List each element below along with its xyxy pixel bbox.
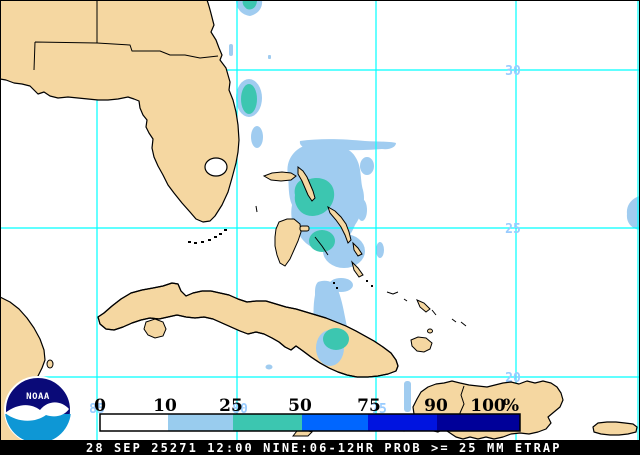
legend-band-25-50 [233,414,302,431]
turks-caicos-islands [451,318,467,327]
precip-blob [251,126,263,148]
legend-tick: 90 [424,396,448,416]
precip-speck [268,55,271,59]
exuma-cays [314,236,329,256]
lat-label-30: 30 [505,64,521,79]
ragged-island-cay [333,282,335,284]
legend-band-90-100 [437,414,520,431]
little-inagua-island [427,328,433,334]
precip-overlay-teal [323,328,349,350]
precip-probability-map: 30 25 20 85 80 75 70 [0,0,640,441]
legend-tick: 10 [153,396,177,416]
mayaguana-island [386,291,437,316]
state-border-al-fl [33,41,98,71]
precip-blob [360,157,374,175]
legend-tick: 0 [94,396,106,416]
legend-tick-labels: 0 10 25 50 75 90 100 % [94,396,519,416]
precip-core [241,84,257,114]
bimini-islands [255,205,258,213]
noaa-logo-gull-icon [5,402,69,421]
precip-blob [376,242,384,258]
florida-keys [188,229,227,244]
precip-overlay-cuba [97,282,399,378]
noaa-logo-text: NOAA [26,392,50,402]
legend-tick: 50 [288,396,312,416]
legend-bands [100,414,520,431]
precip-speck [265,364,273,370]
lat-label-25: 25 [505,222,521,237]
legend-bar-border [99,413,521,432]
legend-band-50-75 [302,414,368,431]
precip-speck [229,44,233,56]
precip-core-bahamas [309,230,335,252]
caption-text: 28 SEP 25271 12:00 NINE:06-12HR PROB >= … [86,441,562,455]
precip-streak [404,381,411,412]
abaco-island [297,165,316,202]
cozumel-island [46,359,54,369]
legend-band-10-25 [168,414,233,431]
legend-tick: 100 [470,396,506,416]
ragged-island-cay [366,280,368,282]
legend-band-75-90 [368,414,437,431]
great-inagua-island [410,336,433,353]
andros-island [274,218,302,267]
legend-tick: 75 [357,396,381,416]
lake-okeechobee [204,157,228,177]
legend-unit-label: % [503,396,519,416]
noaa-logo: NOAA [4,376,72,441]
ragged-island-cay [371,285,373,287]
legend: 0 10 25 50 75 90 100 % [94,396,521,432]
puerto-rico-landmass [592,421,638,436]
isle-of-youth [143,318,167,339]
precip-blob-right-edge [626,196,640,230]
long-island-bahamas [351,260,364,278]
state-border-ga-fl [96,42,219,59]
ragged-island-cay [336,287,338,289]
precip-blob [357,199,367,221]
legend-tick: 25 [219,396,243,416]
new-providence-island [299,225,310,232]
grand-bahama-island [262,171,297,182]
caption-bar: 28 SEP 25271 12:00 NINE:06-12HR PROB >= … [0,441,640,455]
crooked-acklins-islands [416,299,431,313]
precip-core [242,0,257,10]
cat-island [352,241,363,257]
legend-band-0-10 [100,414,168,431]
eleuthera-island [327,205,352,244]
